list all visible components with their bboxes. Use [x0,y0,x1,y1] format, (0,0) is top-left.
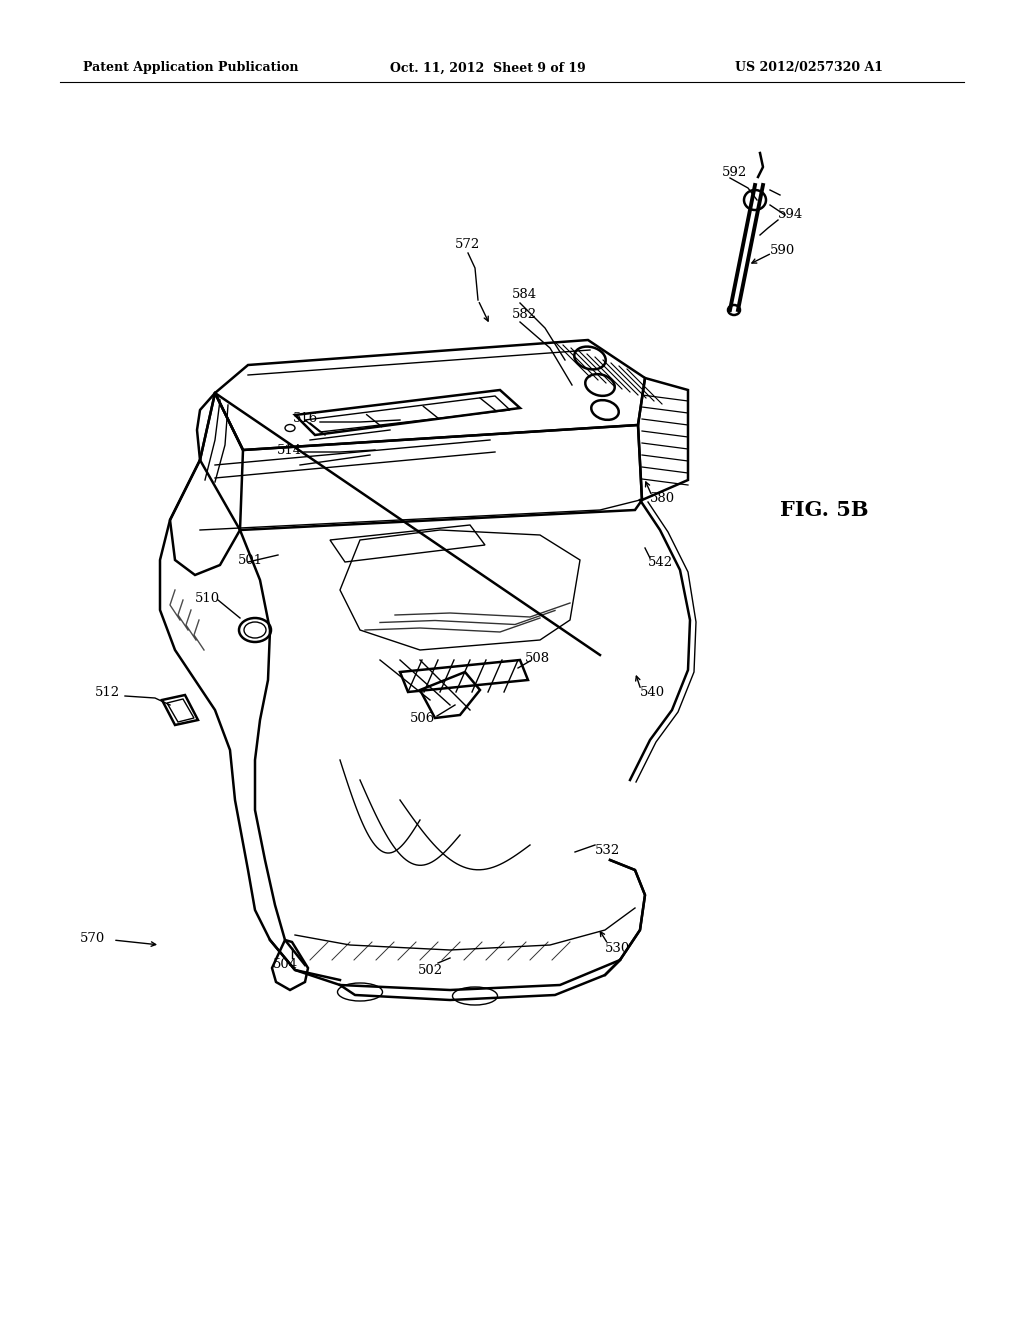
Text: Oct. 11, 2012  Sheet 9 of 19: Oct. 11, 2012 Sheet 9 of 19 [390,62,586,74]
Text: 542: 542 [648,556,673,569]
Text: 506: 506 [410,711,435,725]
Text: 582: 582 [512,309,538,322]
Text: 540: 540 [640,685,666,698]
Text: 502: 502 [418,964,442,977]
Text: 508: 508 [525,652,550,664]
Text: Patent Application Publication: Patent Application Publication [83,62,299,74]
Text: 584: 584 [512,289,538,301]
Text: 516: 516 [293,412,318,425]
Text: 504: 504 [272,958,298,972]
Text: 592: 592 [722,166,748,180]
Text: 514: 514 [276,444,302,457]
Text: 572: 572 [455,239,480,252]
Text: 532: 532 [595,843,621,857]
Text: US 2012/0257320 A1: US 2012/0257320 A1 [735,62,883,74]
Text: 580: 580 [650,491,675,504]
Text: 501: 501 [238,553,263,566]
Text: 512: 512 [95,685,120,698]
Text: 594: 594 [778,209,803,222]
Text: 510: 510 [195,591,220,605]
Text: 530: 530 [605,941,630,954]
Text: FIG. 5B: FIG. 5B [780,500,868,520]
Text: 570: 570 [80,932,105,945]
Text: 590: 590 [770,243,796,256]
